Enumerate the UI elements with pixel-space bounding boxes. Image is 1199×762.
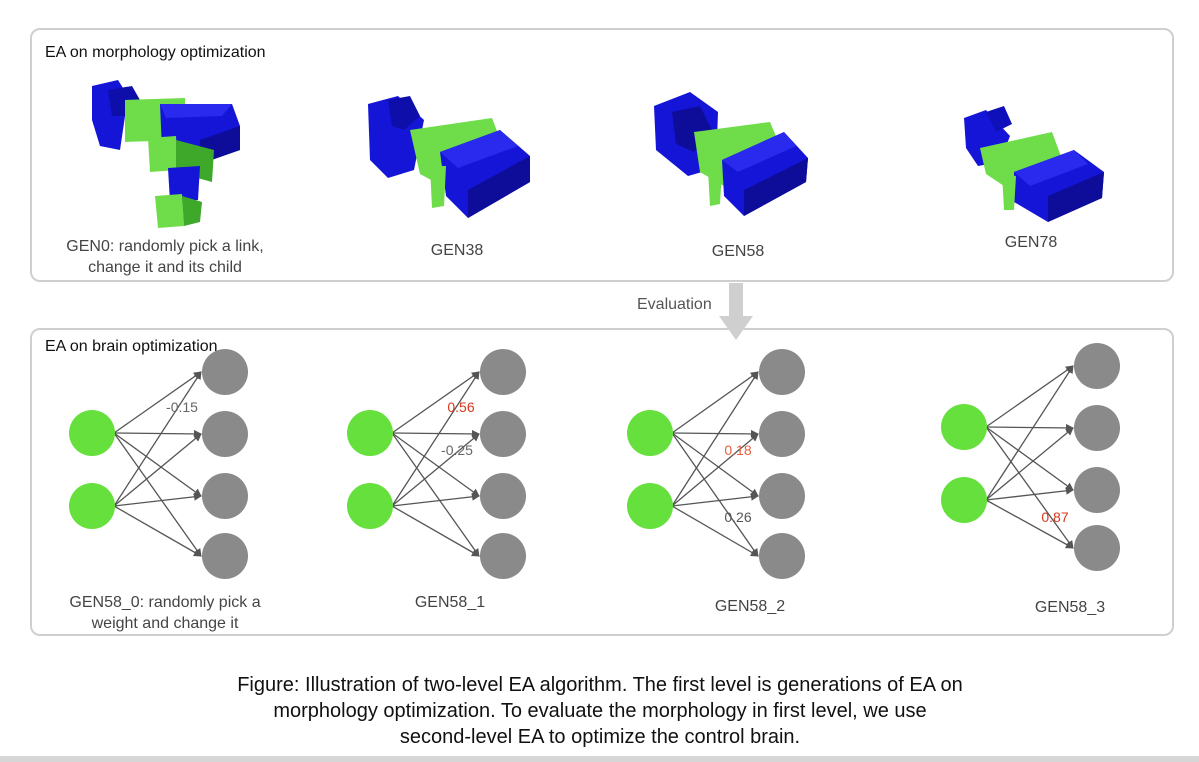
edge-in0-out3 bbox=[113, 432, 202, 557]
edge-in1-out2 bbox=[113, 492, 202, 507]
robot-gen0 bbox=[92, 80, 240, 228]
output-node-2 bbox=[759, 473, 805, 519]
input-node-1 bbox=[941, 477, 987, 523]
figure-caption: Figure: Illustration of two-level EA alg… bbox=[120, 672, 1080, 750]
output-node-0 bbox=[202, 349, 248, 395]
edge-in0-out0 bbox=[113, 371, 202, 434]
edge-in1-out1 bbox=[671, 433, 759, 507]
output-node-1 bbox=[759, 411, 805, 457]
gen58-3-caption: GEN58_3 bbox=[1034, 599, 1106, 616]
edge-in0-out1 bbox=[391, 429, 480, 438]
network-gen58-0: -0.15 bbox=[69, 349, 248, 579]
gen58-caption: GEN58 bbox=[711, 243, 765, 260]
gen0-caption-line1: GEN0: randomly pick a link, bbox=[66, 238, 264, 255]
gen58-0-caption: GEN58_0: randomly pick a weight and chan… bbox=[45, 592, 285, 634]
edge-in0-out0 bbox=[391, 371, 480, 434]
robot-gen58 bbox=[654, 92, 808, 216]
evaluation-label: Evaluation bbox=[637, 296, 712, 313]
gen58-0-caption-line1: GEN58_0: randomly pick a bbox=[69, 594, 261, 611]
edge-in1-out2 bbox=[985, 486, 1074, 501]
output-node-2 bbox=[480, 473, 526, 519]
weight-label-0: -0.15 bbox=[166, 399, 198, 415]
robot-gen38 bbox=[368, 96, 530, 218]
edge-in1-out0 bbox=[391, 371, 480, 507]
output-node-3 bbox=[480, 533, 526, 579]
input-node-0 bbox=[941, 404, 987, 450]
morphology-panel-title: EA on morphology optimization bbox=[45, 44, 266, 61]
network-gen58-2: 0.18 0.26 bbox=[627, 349, 805, 579]
edge-in1-out0 bbox=[985, 365, 1074, 501]
robot-gen78 bbox=[964, 106, 1104, 222]
edge-in0-out2 bbox=[113, 432, 202, 497]
gen0-caption: GEN0: randomly pick a link, change it an… bbox=[50, 236, 280, 278]
output-node-0 bbox=[480, 349, 526, 395]
output-node-1 bbox=[1074, 405, 1120, 451]
output-node-0 bbox=[1074, 343, 1120, 389]
edge-in0-out0 bbox=[985, 365, 1074, 428]
edge-in1-out2 bbox=[391, 492, 480, 507]
input-node-1 bbox=[627, 483, 673, 529]
edge-in1-out3 bbox=[113, 505, 202, 557]
edge-in1-out1 bbox=[391, 433, 480, 507]
weight-label-0: 0.18 bbox=[724, 442, 751, 458]
edge-in1-out3 bbox=[391, 505, 480, 557]
input-node-1 bbox=[69, 483, 115, 529]
edge-in0-out1 bbox=[671, 429, 759, 438]
output-node-0 bbox=[759, 349, 805, 395]
edge-in0-out3 bbox=[391, 432, 480, 557]
weight-label-0: 0.56 bbox=[447, 399, 474, 415]
figure-caption-line2: morphology optimization. To evaluate the… bbox=[273, 700, 927, 722]
edge-in0-out2 bbox=[391, 432, 480, 497]
output-node-3 bbox=[759, 533, 805, 579]
output-node-2 bbox=[1074, 467, 1120, 513]
gen58-0-caption-line2: weight and change it bbox=[91, 615, 239, 632]
input-node-1 bbox=[347, 483, 393, 529]
gen0-caption-line2: change it and its child bbox=[88, 259, 242, 276]
edge-in1-out0 bbox=[113, 371, 202, 507]
output-node-3 bbox=[202, 533, 248, 579]
input-node-0 bbox=[347, 410, 393, 456]
edge-in1-out2 bbox=[671, 492, 759, 507]
gen38-caption: GEN38 bbox=[430, 242, 484, 259]
gen58-1-caption: GEN58_1 bbox=[414, 594, 486, 611]
edge-in0-out3 bbox=[671, 432, 759, 557]
weight-label-1: 0.26 bbox=[724, 509, 751, 525]
edge-in0-out3 bbox=[985, 426, 1074, 549]
edge-in1-out1 bbox=[985, 427, 1074, 501]
edge-in0-out2 bbox=[985, 426, 1074, 491]
edge-in0-out2 bbox=[671, 432, 759, 497]
edge-in0-out1 bbox=[113, 429, 202, 438]
input-node-0 bbox=[69, 410, 115, 456]
gen58-2-caption: GEN58_2 bbox=[714, 598, 786, 615]
edge-in1-out1 bbox=[113, 433, 202, 507]
weight-label-0: 0.87 bbox=[1041, 509, 1068, 525]
edge-in1-out0 bbox=[671, 371, 759, 507]
input-node-0 bbox=[627, 410, 673, 456]
edge-in1-out3 bbox=[671, 505, 759, 557]
network-gen58-3: 0.87 bbox=[941, 343, 1120, 571]
brain-panel-title: EA on brain optimization bbox=[45, 338, 218, 355]
gen78-caption: GEN78 bbox=[1004, 234, 1058, 251]
edge-in1-out3 bbox=[985, 499, 1074, 549]
figure-caption-line3: second-level EA to optimize the control … bbox=[399, 726, 801, 748]
output-node-1 bbox=[202, 411, 248, 457]
evaluation-arrow bbox=[719, 283, 753, 340]
bottom-divider bbox=[0, 756, 1199, 762]
weight-label-1: -0.25 bbox=[441, 442, 473, 458]
output-node-2 bbox=[202, 473, 248, 519]
output-node-1 bbox=[480, 411, 526, 457]
network-gen58-1: 0.56 -0.25 bbox=[347, 349, 526, 579]
output-node-3 bbox=[1074, 525, 1120, 571]
edge-in0-out1 bbox=[985, 423, 1074, 432]
edge-in0-out0 bbox=[671, 371, 759, 434]
figure-caption-line1: Figure: Illustration of two-level EA alg… bbox=[237, 674, 963, 696]
